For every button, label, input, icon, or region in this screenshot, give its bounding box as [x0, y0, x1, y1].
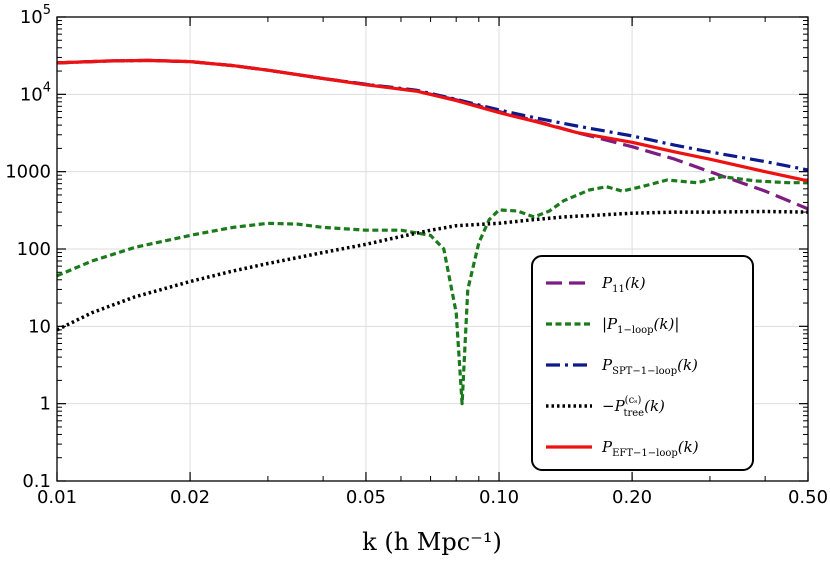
y-tick-label: 1000 — [5, 162, 51, 183]
series-line-1 — [57, 175, 808, 406]
plot-frame — [56, 16, 809, 482]
x-tick-label: 0.02 — [170, 487, 210, 508]
x-tick-label: 0.50 — [788, 487, 828, 508]
series-line-3 — [57, 209, 808, 332]
x-tick-label: 0.10 — [479, 487, 519, 508]
y-tick-label: 1 — [40, 394, 51, 415]
series-line-4 — [57, 58, 808, 183]
x-tick-labels: 0.01 0.02 0.05 0.10 0.20 0.50 — [37, 487, 828, 508]
data-series — [57, 58, 808, 406]
legend-label: PEFT−1−loop(k) — [601, 438, 699, 459]
y-tick-label: 0.1 — [22, 471, 51, 492]
x-tick-label: 0.01 — [37, 487, 77, 508]
legend: P11(k) |P1−loop(k)| PSPT−1−loop(k) −P(cₛ) tr… — [531, 255, 754, 471]
y-tick-label: 100 — [17, 239, 51, 260]
x-tick-label: 0.20 — [612, 487, 652, 508]
y-tick-label: 10 — [28, 316, 51, 337]
legend-label: |P1−loop(k)| — [602, 315, 679, 336]
x-tick-label: 0.05 — [346, 487, 386, 508]
y-tick-label: 104 — [20, 80, 51, 105]
legend-label: PSPT−1−loop(k) — [601, 356, 698, 377]
legend-box — [531, 255, 754, 471]
legend-label: P11(k) — [601, 274, 646, 295]
legend-label: −P(cₛ) tree(k) — [602, 395, 665, 419]
x-axis-label: k (h Mpc⁻¹) — [362, 528, 502, 556]
